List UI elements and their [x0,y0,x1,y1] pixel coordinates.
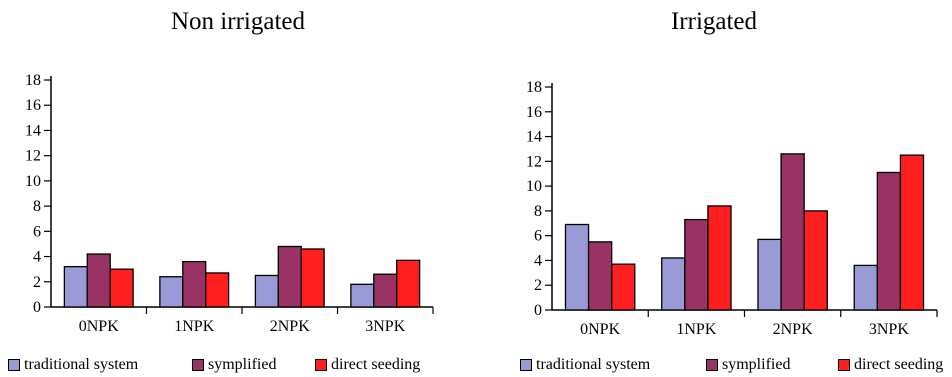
bar [587,241,613,311]
y-tick-label: 12 [25,148,41,165]
x-tick-label: 0NPK [580,321,620,338]
bar [684,218,709,311]
x-tick-label: 2NPK [270,318,310,335]
legend-label: symplified [722,356,791,373]
y-tick-label: 0 [33,299,41,316]
bar [159,276,184,308]
y-tick-label: 14 [25,122,41,139]
bar [611,263,636,311]
y-tick-label: 18 [526,79,542,96]
y-tick-label: 16 [526,104,542,121]
bar [86,253,111,308]
bar [300,248,325,308]
y-tick-label: 18 [25,72,41,89]
y-tick-label: 0 [534,302,542,319]
bar [205,272,230,308]
x-tick-label: 3NPK [365,318,405,335]
legend-swatch [315,359,327,371]
legend-swatch [838,359,850,371]
y-tick-label: 8 [534,203,542,220]
y-tick-label: 14 [526,129,542,146]
bar [707,205,732,311]
y-tick-label: 2 [33,274,41,291]
bar [277,245,302,308]
y-tick-label: 16 [25,97,41,114]
legend-item-symplified: symplified [706,356,790,374]
legend-item-traditional-system: traditional system [8,356,138,374]
chart-title: Irrigated [670,8,758,35]
y-tick-label: 8 [33,198,41,215]
x-tick-label: 2NPK [773,321,813,338]
bar [350,283,375,308]
bar [780,153,805,311]
y-tick-label: 12 [526,153,542,170]
bar [853,264,878,311]
x-tick-label: 0NPK [79,318,119,335]
legend-item-direct-seeding: direct seeding [315,356,420,374]
y-tick-label: 6 [33,223,41,240]
bar [899,154,925,311]
bar [182,260,207,308]
bar-chart-irrigated: 0 2 4 6 8 10 12 14 16 18 0NPK 1NPK 2NPK 3NPK [526,79,938,338]
bar [63,265,88,308]
legend-item-direct-seeding: direct seeding [838,356,943,374]
x-tick-label: 1NPK [676,321,716,338]
bar [757,238,782,311]
bar [803,210,828,311]
y-tick-label: 10 [526,178,542,195]
x-tick-label: 3NPK [869,321,909,338]
y-tick-label: 4 [534,252,542,269]
y-tick-label: 4 [33,249,41,266]
legend-label: symplified [208,356,277,373]
bar [876,171,902,311]
chart-panel-irrigated: Irrigated 0 2 4 6 8 10 12 14 16 18 0NPK 1NPK 2NPK 3NP… [476,0,952,377]
bar [373,273,398,308]
legend-swatch [8,359,20,371]
legend-label: direct seeding [331,356,421,373]
bar [109,268,134,308]
x-tick-label: 1NPK [174,318,214,335]
bar [564,223,590,311]
legend-swatch [192,359,204,371]
legend-label: direct seeding [854,356,944,373]
legend-item-traditional-system: traditional system [520,356,650,374]
legend-label: traditional system [24,356,139,373]
legend-label: traditional system [536,356,651,373]
y-tick-label: 6 [534,228,542,245]
bar [661,257,686,311]
y-tick-label: 2 [534,277,542,294]
chart-title: Non irrigated [171,8,305,35]
legend-swatch [520,359,532,371]
y-tick-label: 10 [25,173,41,190]
bar [254,274,279,308]
bar [396,259,421,308]
legend-item-symplified: symplified [192,356,276,374]
chart-panel-non-irrigated: Non irrigated 0 2 4 6 8 10 12 14 16 18 0NPK 1NPK 2NP… [8,8,434,374]
bar-chart-non-irrigated: 0 2 4 6 8 10 12 14 16 18 0NPK 1NPK 2NPK 3NPK [25,72,434,335]
legend-swatch [706,359,718,371]
